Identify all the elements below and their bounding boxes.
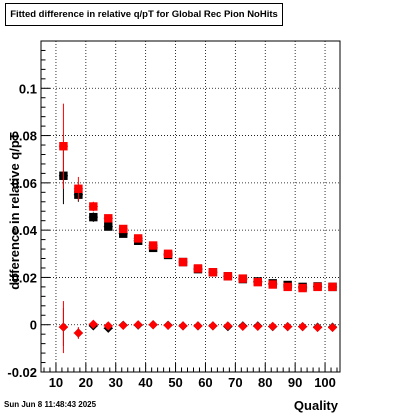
y-axis-label: difference in relative q/pT	[7, 132, 22, 290]
data-point-diamond	[283, 322, 293, 332]
data-point-square	[104, 222, 113, 231]
data-series	[58, 103, 338, 354]
data-point-diamond	[118, 320, 128, 331]
data-point-square	[74, 184, 83, 193]
data-point-diamond	[312, 322, 323, 333]
x-tick-label: 50	[168, 375, 182, 390]
chart-title: Fitted difference in relative q/pT for G…	[10, 9, 278, 20]
x-tick-label: 20	[79, 375, 93, 390]
series-3	[58, 301, 338, 354]
data-point-square	[148, 241, 158, 250]
data-point-diamond	[73, 328, 83, 338]
x-tick-label: 70	[228, 375, 242, 390]
data-point-diamond	[298, 322, 308, 332]
data-point-square	[328, 282, 337, 292]
y-tick-label: 0.1	[19, 81, 37, 96]
data-point-square	[283, 282, 292, 292]
data-point-square	[89, 212, 98, 222]
y-tick-label: 0.04	[12, 223, 38, 238]
x-axis-label: Quality	[294, 398, 339, 413]
data-point-square	[133, 234, 143, 243]
timestamp: Sun Jun 8 11:48:43 2025	[4, 400, 97, 409]
x-tick-label: 40	[138, 375, 152, 390]
data-point-square	[119, 229, 128, 238]
data-point-diamond	[268, 321, 278, 331]
axis-ticks	[41, 40, 338, 373]
data-point-diamond	[148, 320, 158, 330]
data-point-diamond	[58, 322, 69, 332]
data-point-square	[193, 264, 203, 273]
x-tick-label: 60	[198, 375, 212, 390]
data-point-square	[119, 224, 128, 234]
y-tick-label: 0.08	[12, 129, 37, 144]
x-tick-label: 10	[49, 375, 63, 390]
x-tick-labels: 10 20 30 40 50 60 70 80 90 100	[49, 375, 336, 390]
data-point-square	[313, 282, 322, 292]
data-point-square	[208, 268, 218, 277]
data-point-diamond	[163, 320, 173, 331]
chart-title-box: Fitted difference in relative q/pT for G…	[5, 3, 283, 26]
data-point-square	[298, 283, 307, 293]
data-point-diamond	[238, 321, 248, 331]
data-point-diamond	[223, 321, 233, 331]
x-tick-label: 80	[258, 375, 272, 390]
data-point-diamond	[253, 321, 263, 331]
data-point-diamond	[178, 321, 188, 331]
data-point-diamond	[88, 319, 98, 329]
x-tick-label: 100	[314, 375, 336, 390]
data-point-square	[238, 274, 248, 283]
data-point-square	[163, 249, 173, 258]
data-point-diamond	[133, 320, 143, 330]
data-point-square	[268, 280, 277, 289]
grid-lines	[41, 41, 340, 373]
y-tick-label: 0.02	[12, 270, 37, 285]
x-tick-label: 90	[288, 375, 302, 390]
plot-frame	[40, 40, 341, 373]
data-point-square	[253, 277, 262, 287]
y-tick-label: 0	[30, 318, 37, 333]
data-point-square	[59, 142, 68, 151]
y-tick-label: 0.06	[12, 176, 37, 191]
data-point-square	[178, 257, 188, 267]
data-point-diamond	[103, 321, 113, 331]
data-point-square	[223, 272, 233, 281]
data-point-diamond	[327, 322, 338, 333]
y-tick-label: -0.02	[7, 365, 37, 380]
x-tick-label: 30	[109, 375, 123, 390]
y-tick-labels: -0.02 0 0.02 0.04 0.06 0.08 0.1	[7, 81, 37, 380]
data-point-diamond	[193, 321, 203, 331]
data-point-square	[89, 202, 98, 211]
data-point-square	[104, 214, 113, 223]
data-point-diamond	[208, 321, 218, 331]
series-1	[58, 103, 338, 293]
